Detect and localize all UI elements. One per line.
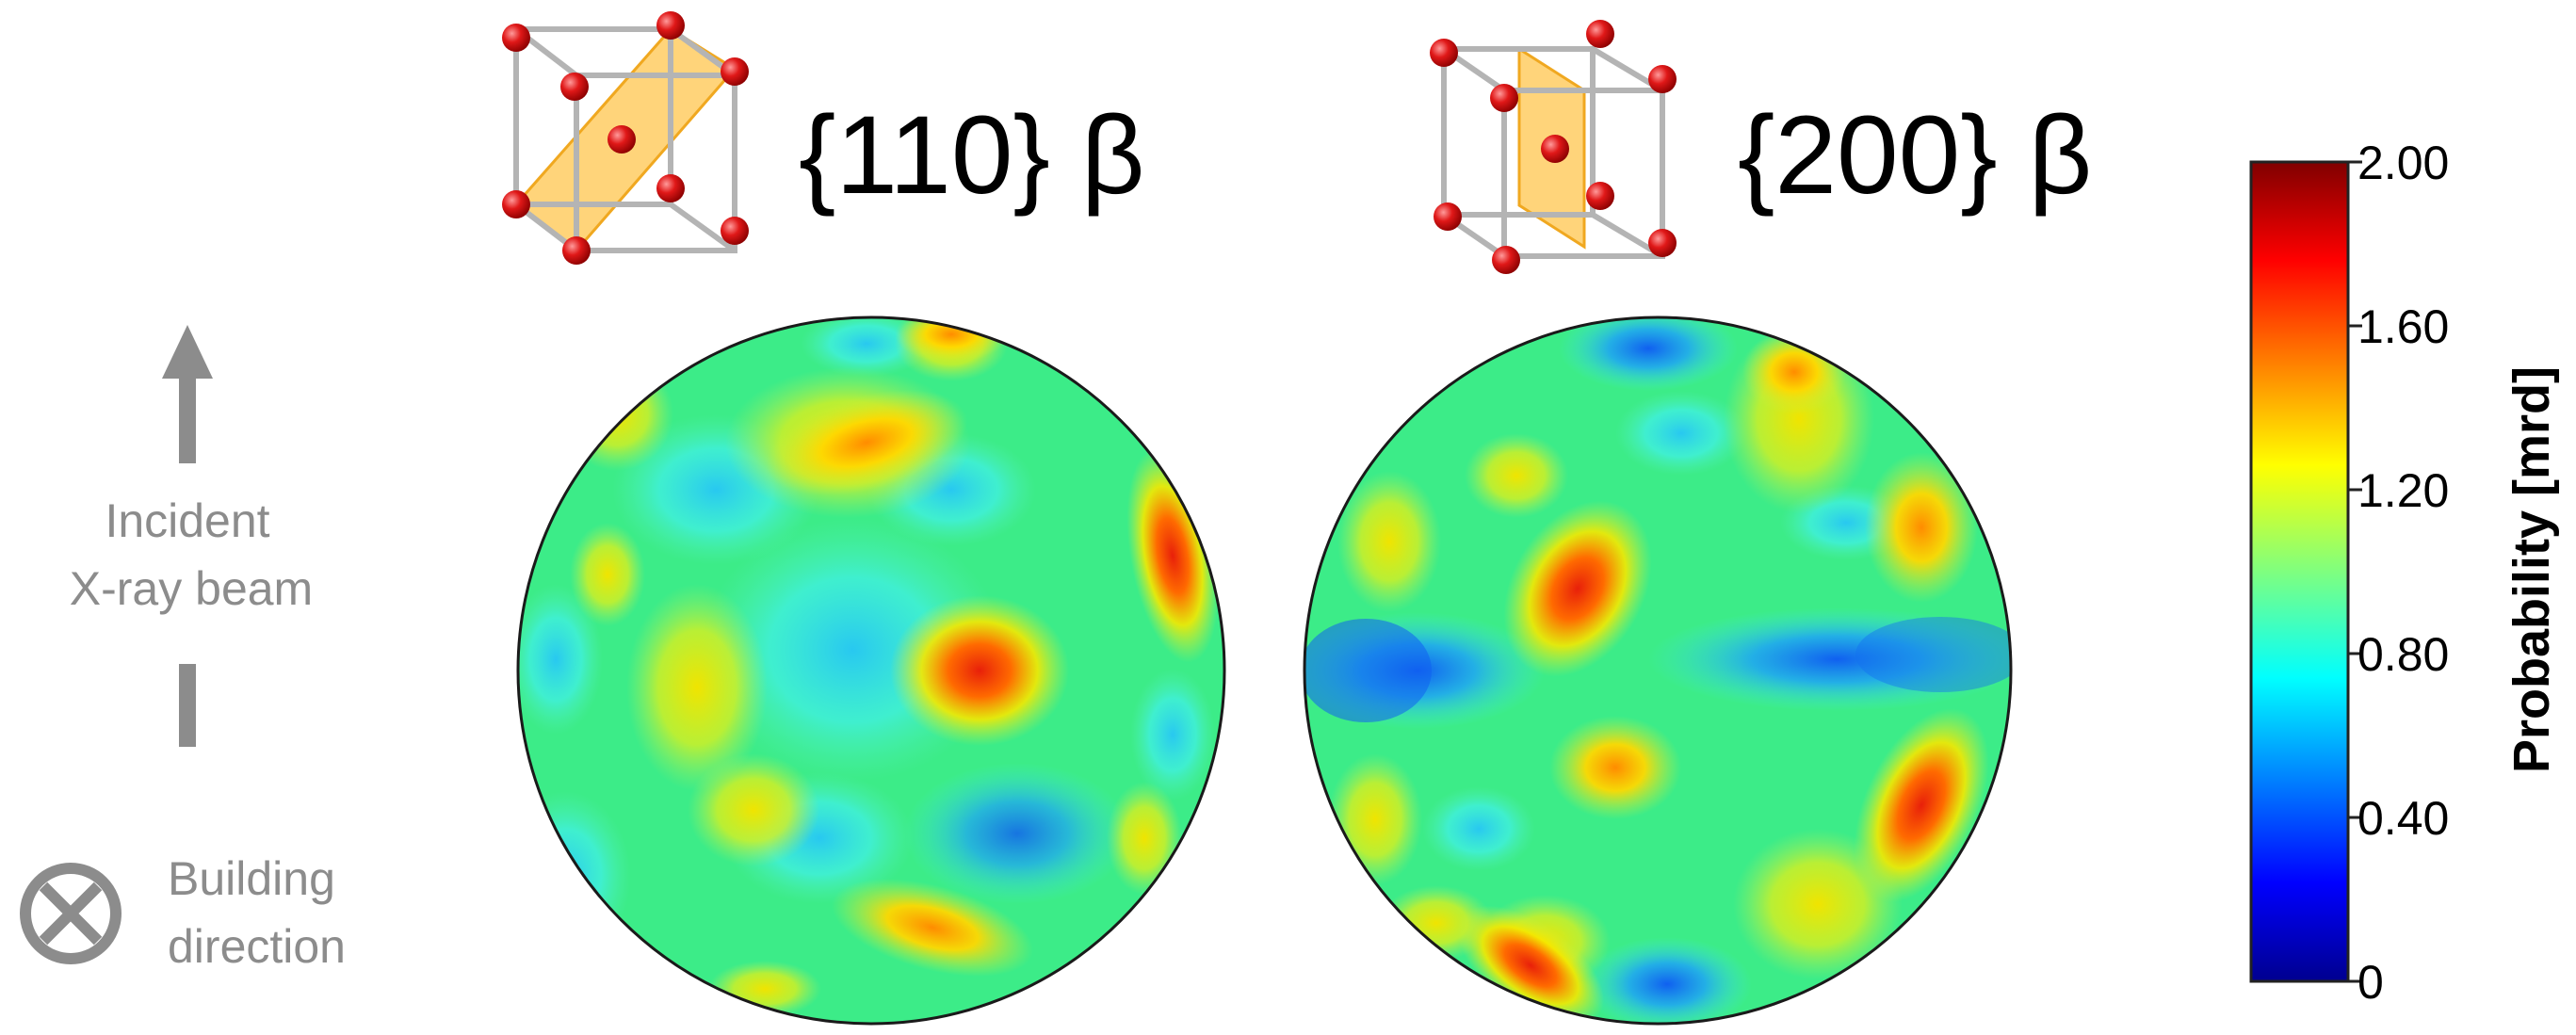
colorbar-gradient [2249, 160, 2350, 983]
colorbar-tick-label: 2.00 [2357, 137, 2449, 189]
bcc-cell-200-icon [1430, 20, 1677, 274]
colorbar-label: Probability [mrd] [2503, 366, 2560, 773]
building-label-line2: direction [168, 920, 346, 973]
beam-annotation: Incident X-ray beam [70, 325, 313, 747]
building-label-line1: Building [168, 852, 335, 905]
pole-figure-1-title: {110} β [799, 93, 1145, 218]
building-direction-annotation: Building direction [20, 852, 346, 973]
pole-figure-110-outline [516, 315, 1226, 1026]
colorbar-tick-label: 1.60 [2357, 300, 2449, 353]
pole-figure-110 [516, 315, 1226, 1026]
colorbar-tick-label: 0 [2357, 956, 2384, 1009]
bcc-cell-110-icon [502, 11, 749, 265]
circled-x-icon [20, 863, 122, 964]
up-arrow-icon [162, 325, 213, 747]
colorbar: 2.00 1.60 1.20 0.80 0.40 0 Probability [… [2249, 137, 2560, 1009]
colorbar-tick-label: 0.40 [2357, 792, 2449, 845]
beam-label-line2: X-ray beam [70, 562, 313, 615]
pole-figure-200-outline [1303, 315, 2013, 1026]
pole-figure-2-title: {200} β [1738, 93, 2092, 218]
pole-figure-200 [1303, 315, 2013, 1026]
colorbar-tick-label: 1.20 [2357, 464, 2449, 517]
colorbar-tick-label: 0.80 [2357, 628, 2449, 681]
beam-label-line1: Incident [105, 494, 269, 547]
